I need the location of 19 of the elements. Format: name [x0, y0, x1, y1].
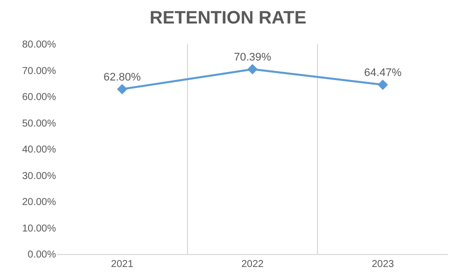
point: [247, 64, 258, 74]
y-tick-label: 40.00%: [22, 144, 56, 156]
y-tick-label: 80.00%: [22, 40, 56, 50]
y-tick-label: 20.00%: [22, 197, 56, 208]
point: [378, 80, 388, 90]
x-tick-label: 2022: [241, 259, 264, 270]
x-tick-label: 2021: [111, 259, 134, 270]
y-tick-label: 30.00%: [22, 170, 56, 182]
y-tick-label: 0.00%: [28, 250, 56, 260]
data-label: 62.80%: [104, 71, 142, 84]
data-label: 64.47%: [364, 67, 402, 80]
data-label: 70.39%: [234, 51, 272, 64]
y-tick-label: 60.00%: [22, 92, 56, 103]
y-tick-label: 50.00%: [22, 118, 56, 130]
y-tick-label: 70.00%: [22, 66, 56, 77]
chart-title: RETENTION RATE: [150, 8, 306, 28]
y-tick-label: 10.00%: [22, 223, 56, 234]
x-tick-label: 2023: [372, 259, 394, 270]
point: [116, 84, 128, 94]
